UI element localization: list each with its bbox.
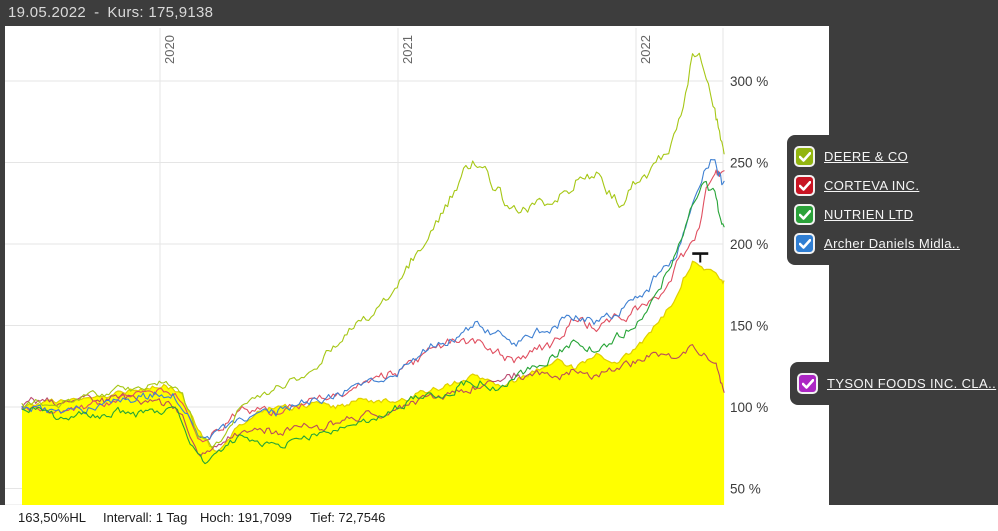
svg-text:150 %: 150 % bbox=[730, 319, 768, 334]
header-bar: 19.05.2022- Kurs: 175,9138 bbox=[0, 0, 998, 26]
svg-text:100 %: 100 % bbox=[730, 400, 768, 415]
status-low: Tief: 72,7546 bbox=[310, 510, 386, 525]
performance-chart[interactable]: 50 % 100 % 150 % 200 % 250 % 300 % 2020 2021 202… bbox=[5, 26, 829, 505]
legend-item-tyson[interactable]: TYSON FOODS INC. CLA.. bbox=[797, 369, 998, 398]
legend-label-nutrien[interactable]: NUTRIEN LTD bbox=[824, 207, 914, 222]
svg-text:2020: 2020 bbox=[162, 35, 177, 64]
checkbox-deere[interactable] bbox=[794, 146, 815, 167]
legend-label-corteva[interactable]: CORTEVA INC. bbox=[824, 178, 920, 193]
left-edge-strip bbox=[0, 26, 5, 531]
header-date: 19.05.2022 bbox=[8, 4, 87, 21]
legend-side-panel bbox=[829, 26, 998, 523]
svg-text:250 %: 250 % bbox=[730, 156, 768, 171]
check-icon bbox=[798, 151, 811, 162]
check-icon bbox=[798, 180, 811, 191]
checkbox-archer-daniels[interactable] bbox=[794, 233, 815, 254]
status-high: Hoch: 191,7099 bbox=[200, 510, 292, 525]
check-icon bbox=[801, 378, 814, 389]
svg-text:300 %: 300 % bbox=[730, 74, 768, 89]
checkbox-nutrien[interactable] bbox=[794, 204, 815, 225]
legend-label-archer-daniels[interactable]: Archer Daniels Midla.. bbox=[824, 236, 960, 251]
legend-panel-primary: DEERE & CO CORTEVA INC. NUTRIEN LTD Arch… bbox=[787, 135, 998, 265]
svg-text:2021: 2021 bbox=[400, 35, 415, 64]
chart-plot-area[interactable]: 50 % 100 % 150 % 200 % 250 % 300 % 2020 2021 202… bbox=[5, 26, 829, 505]
status-bar: 163,50%HL Intervall: 1 Tag Hoch: 191,709… bbox=[0, 505, 998, 531]
check-icon bbox=[798, 209, 811, 220]
checkbox-corteva[interactable] bbox=[794, 175, 815, 196]
svg-text:200 %: 200 % bbox=[730, 237, 768, 252]
legend-item-corteva[interactable]: CORTEVA INC. bbox=[794, 171, 998, 200]
legend-label-deere[interactable]: DEERE & CO bbox=[824, 149, 909, 164]
status-interval: Intervall: 1 Tag bbox=[103, 510, 188, 525]
checkbox-tyson[interactable] bbox=[797, 373, 818, 394]
legend-item-nutrien[interactable]: NUTRIEN LTD bbox=[794, 200, 998, 229]
legend-item-archer-daniels[interactable]: Archer Daniels Midla.. bbox=[794, 229, 998, 258]
legend-panel-secondary: TYSON FOODS INC. CLA.. bbox=[790, 362, 998, 405]
legend-item-deere[interactable]: DEERE & CO bbox=[794, 142, 998, 171]
legend-label-tyson[interactable]: TYSON FOODS INC. CLA.. bbox=[827, 376, 997, 391]
svg-text:2022: 2022 bbox=[638, 35, 653, 64]
status-cursor-value: 163,50%HL bbox=[18, 510, 86, 525]
check-icon bbox=[798, 238, 811, 249]
header-kurs: Kurs: 175,9138 bbox=[107, 4, 214, 21]
svg-text:50 %: 50 % bbox=[730, 482, 761, 497]
header-separator: - bbox=[94, 4, 100, 21]
